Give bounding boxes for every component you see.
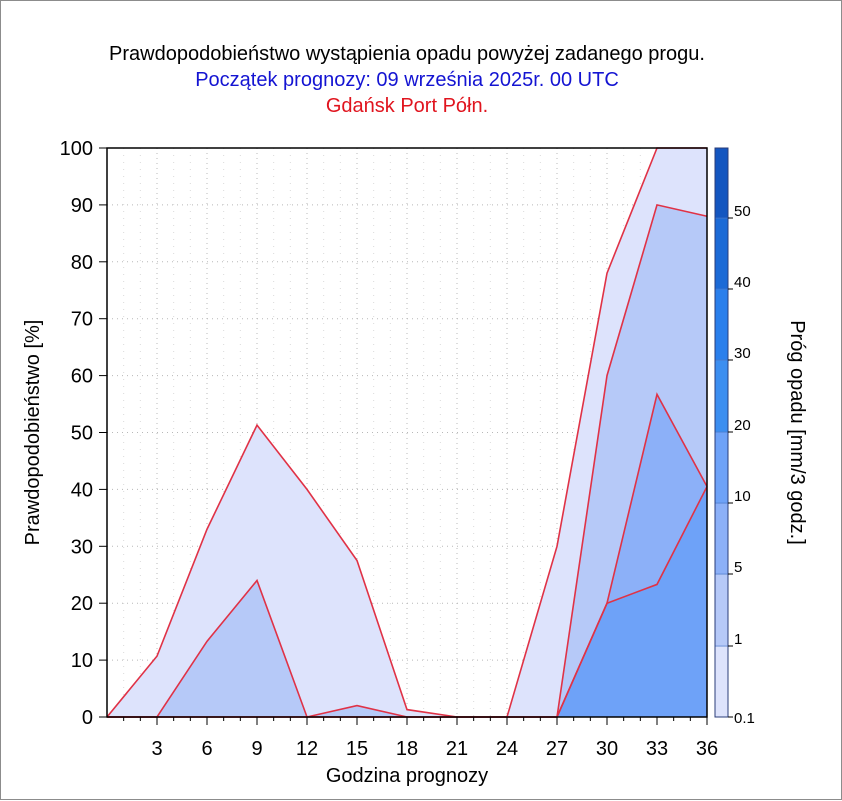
colorbar-segment — [714, 288, 729, 361]
colorbar-segment — [714, 431, 729, 504]
colorbar-tick-label: 1 — [734, 631, 742, 648]
colorbar-tick-label: 30 — [734, 345, 751, 362]
x-tick-label: 6 — [201, 738, 212, 760]
x-ticks: 3 6 9 12 15 18 21 24 27 30 33 36 — [123, 717, 718, 760]
y-tick-label: 0 — [82, 707, 93, 729]
x-tick-label: 27 — [546, 738, 568, 760]
colorbar-tick-label: 5 — [734, 559, 742, 576]
x-tick-label: 18 — [396, 738, 418, 760]
colorbar — [714, 147, 729, 718]
x-tick-label: 33 — [646, 738, 668, 760]
y-tick-label: 50 — [71, 423, 93, 445]
y-tick-label: 80 — [71, 252, 93, 274]
colorbar-tick-label: 0.1 — [734, 710, 755, 727]
x-tick-label: 21 — [446, 738, 468, 760]
colorbar-tick-label: 40 — [734, 274, 751, 291]
y-axis-label: Prawdopodobieństwo [%] — [22, 320, 44, 546]
colorbar-segment — [714, 217, 729, 290]
colorbar-ticks: 0.1 1 5 10 20 30 40 50 — [728, 203, 755, 727]
y-tick-label: 40 — [71, 479, 93, 501]
area-threshold-1 — [107, 204, 707, 717]
title-block: Prawdopodobieństwo wystąpienia opadu pow… — [1, 41, 813, 119]
colorbar-label: Próg opadu [mm/3 godz.] — [786, 320, 808, 545]
y-tick-label: 70 — [71, 309, 93, 331]
x-tick-label: 36 — [696, 738, 718, 760]
x-tick-label: 3 — [151, 738, 162, 760]
x-tick-label: 9 — [251, 738, 262, 760]
colorbar-segment — [714, 359, 729, 433]
y-ticks: 0 10 20 30 40 50 60 70 80 90 100 — [60, 138, 107, 729]
forecast-start-subtitle: Początek prognozy: 09 września 2025r. 00… — [195, 69, 619, 91]
x-tick-label: 30 — [596, 738, 618, 760]
colorbar-segment — [714, 645, 729, 718]
y-tick-label: 90 — [71, 195, 93, 217]
colorbar-tick-label: 20 — [734, 417, 751, 434]
colorbar-tick-label: 50 — [734, 203, 751, 220]
y-tick-label: 60 — [71, 366, 93, 388]
x-axis-label: Godzina prognozy — [326, 765, 488, 787]
station-name: Gdańsk Port Półn. — [325, 95, 489, 117]
x-tick-label: 15 — [346, 738, 368, 760]
y-tick-label: 20 — [71, 593, 93, 615]
outline-threshold-0.1 — [106, 147, 707, 718]
colorbar-segment — [714, 502, 729, 575]
x-tick-label: 12 — [296, 738, 318, 760]
probability-areas — [107, 148, 707, 717]
chart-title: Prawdopodobieństwo wystąpienia opadu pow… — [109, 43, 705, 65]
colorbar-segment — [714, 147, 729, 219]
x-tick-label: 24 — [496, 738, 518, 760]
colorbar-segment — [714, 573, 729, 647]
colorbar-tick-label: 10 — [734, 488, 751, 505]
y-tick-label: 100 — [60, 138, 93, 160]
y-tick-label: 30 — [71, 536, 93, 558]
area-threshold-0.1 — [107, 148, 707, 717]
area-threshold-10 — [107, 486, 707, 717]
y-tick-label: 10 — [71, 650, 93, 672]
